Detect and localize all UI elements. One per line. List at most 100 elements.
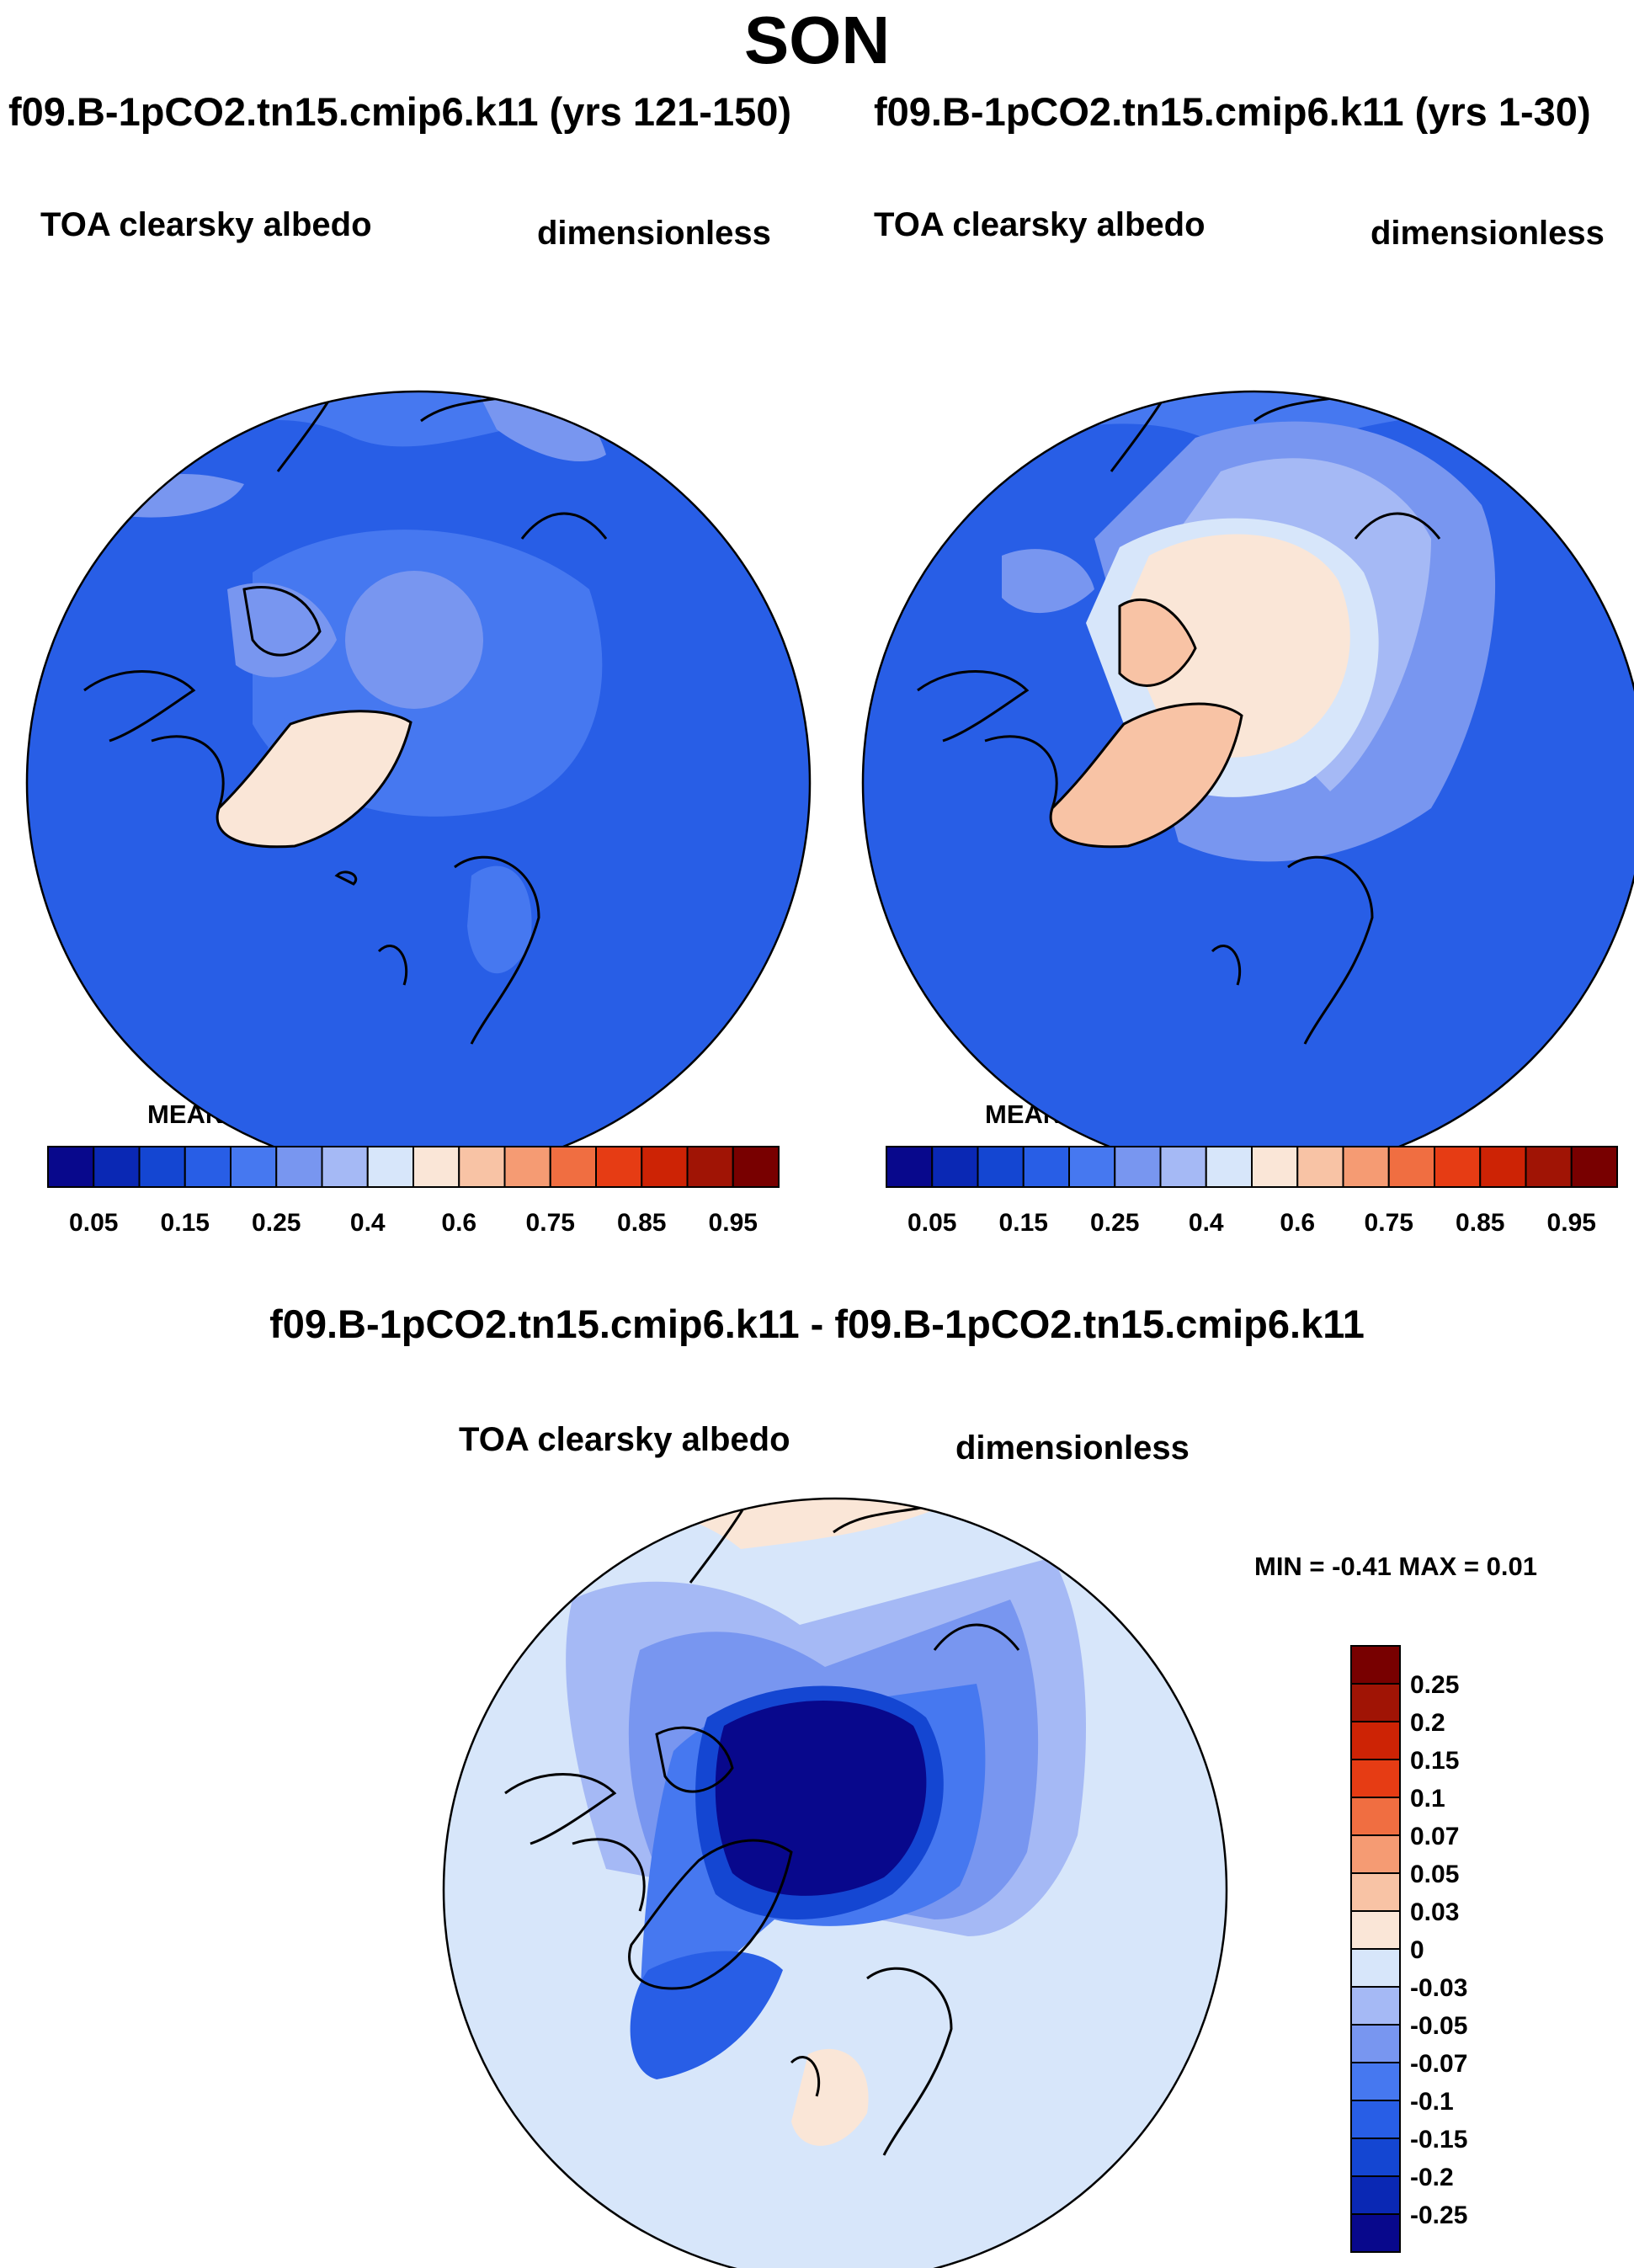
- colorbar-swatch: [1570, 1146, 1618, 1188]
- colorbar-tick-label: 0.2: [1410, 1709, 1445, 1737]
- colorbar-swatch: [1350, 2213, 1401, 2253]
- colorbar-swatch: [1342, 1146, 1390, 1188]
- colorbar-swatch: [1350, 1645, 1401, 1685]
- left-northern-land-band: [67, 391, 758, 471]
- colorbar-swatch: [1350, 2138, 1401, 2177]
- colorbar-swatch: [977, 1146, 1025, 1188]
- colorbar-swatch: [1296, 1146, 1344, 1188]
- right-coastlines: [917, 391, 1441, 1045]
- colorbar-swatch: [1068, 1146, 1116, 1188]
- left-units-label: dimensionless: [537, 215, 771, 252]
- colorbar-swatch: [458, 1146, 506, 1188]
- colorbar-tick-label: -0.07: [1410, 2050, 1467, 2078]
- colorbar-swatch: [1350, 2100, 1401, 2139]
- colorbar-swatch: [886, 1146, 934, 1188]
- colorbar-tick-label: -0.15: [1410, 2126, 1467, 2154]
- colorbar-tick-label: 0.85: [1456, 1209, 1504, 1237]
- colorbar-tick-label: 0.95: [1547, 1209, 1596, 1237]
- colorbar-swatch: [138, 1146, 186, 1188]
- colorbar-swatch: [321, 1146, 369, 1188]
- left-colorbar: 0.05 0.15 0.25 0.4 0.6 0.75 0.85 0.95: [47, 1146, 780, 1237]
- difference-ice-loss: [715, 1701, 927, 1896]
- colorbar-tick-label: 0.4: [1189, 1209, 1224, 1237]
- colorbar-swatch: [1350, 1948, 1401, 1988]
- difference-minmax-label: MIN = -0.41 MAX = 0.01: [1254, 1552, 1537, 1581]
- colorbar-tick-label: 0.25: [1410, 1671, 1459, 1699]
- right-colorbar: 0.05 0.15 0.25 0.4 0.6 0.75 0.85 0.95: [886, 1146, 1618, 1237]
- colorbar-swatch: [93, 1146, 141, 1188]
- colorbar-tick-label: 0.05: [907, 1209, 956, 1237]
- colorbar-tick-label: -0.03: [1410, 1974, 1467, 2002]
- left-archipelago: [227, 583, 337, 678]
- difference-title: f09.B-1pCO2.tn15.cmip6.k11 - f09.B-1pCO2…: [269, 1302, 1365, 1346]
- colorbar-swatch: [1387, 1146, 1435, 1188]
- colorbar-tick-label: -0.2: [1410, 2164, 1454, 2191]
- colorbar-swatch: [412, 1146, 460, 1188]
- left-scandinavia: [467, 865, 532, 974]
- colorbar-swatch: [1350, 1759, 1401, 1798]
- colorbar-tick-label: 0.05: [1410, 1861, 1459, 1888]
- colorbar-swatch: [1350, 1797, 1401, 1836]
- right-polar-map: [861, 390, 1634, 1176]
- colorbar-swatch: [1350, 2062, 1401, 2101]
- colorbar-swatch: [732, 1146, 780, 1188]
- colorbar-tick-label: 0.85: [617, 1209, 666, 1237]
- colorbar-tick-label: 0.07: [1410, 1823, 1459, 1850]
- colorbar-swatch: [230, 1146, 278, 1188]
- colorbar-tick-label: 0.75: [526, 1209, 575, 1237]
- difference-colorbar: 0.25 0.2 0.15 0.1 0.07 0.05 0.03 0 -0.03 -0.05 -0.…: [1350, 1645, 1467, 2253]
- colorbar-tick-label: 0.15: [999, 1209, 1048, 1237]
- left-case-title: f09.B-1pCO2.tn15.cmip6.k11 (yrs 121-150): [8, 89, 792, 134]
- difference-units-label: dimensionless: [955, 1429, 1190, 1467]
- colorbar-tick-label: 0.03: [1410, 1898, 1459, 1926]
- colorbar-swatch: [184, 1146, 232, 1188]
- colorbar-tick-label: 0.25: [1090, 1209, 1139, 1237]
- difference-positive-patch: [791, 2048, 869, 2146]
- colorbar-tick-label: -0.1: [1410, 2088, 1454, 2116]
- colorbar-swatch: [549, 1146, 597, 1188]
- difference-coastlines: [504, 1499, 1020, 2156]
- colorbar-swatch: [1350, 2024, 1401, 2063]
- colorbar-swatch: [641, 1146, 689, 1188]
- colorbar-tick-label: 0.25: [252, 1209, 301, 1237]
- colorbar-tick-label: 0.15: [161, 1209, 210, 1237]
- right-case-title: f09.B-1pCO2.tn15.cmip6.k11 (yrs 1-30): [874, 89, 1591, 134]
- left-pole-cap: [345, 571, 483, 709]
- colorbar-swatch: [503, 1146, 551, 1188]
- colorbar-tick-label: 0.15: [1410, 1747, 1459, 1775]
- colorbar-tick-label: 0.4: [350, 1209, 386, 1237]
- left-polar-map: [25, 390, 812, 1176]
- colorbar-swatch: [1350, 2175, 1401, 2215]
- colorbar-swatch: [275, 1146, 323, 1188]
- colorbar-swatch: [1350, 1872, 1401, 1912]
- colorbar-tick-label: 0: [1410, 1936, 1424, 1964]
- left-coastlines: [83, 391, 608, 1045]
- difference-variable-label: TOA clearsky albedo: [459, 1421, 790, 1458]
- colorbar-swatch: [47, 1146, 95, 1188]
- colorbar-tick-label: 0.6: [441, 1209, 476, 1237]
- colorbar-swatch: [1350, 1721, 1401, 1760]
- figure-title: SON: [743, 3, 891, 77]
- difference-map-border: [442, 1497, 1228, 2268]
- colorbar-swatch: [595, 1146, 643, 1188]
- colorbar-swatch: [1479, 1146, 1527, 1188]
- colorbar-swatch: [1350, 1986, 1401, 2026]
- right-variable-label: TOA clearsky albedo: [874, 206, 1206, 243]
- colorbar-swatch: [1434, 1146, 1482, 1188]
- right-greenland-ice: [1051, 704, 1242, 847]
- colorbar-swatch: [686, 1146, 734, 1188]
- colorbar-tick-label: -0.25: [1410, 2201, 1467, 2229]
- colorbar-tick-label: 0.05: [69, 1209, 118, 1237]
- colorbar-swatch: [1251, 1146, 1299, 1188]
- colorbar-swatch: [1159, 1146, 1207, 1188]
- right-archipelago: [1120, 599, 1195, 686]
- colorbar-tick-label: 0.75: [1365, 1209, 1413, 1237]
- right-canada-patch: [1002, 549, 1094, 614]
- difference-greenland-margin: [630, 1951, 783, 2079]
- colorbar-swatch: [1022, 1146, 1070, 1188]
- colorbar-swatch: [1350, 1910, 1401, 1950]
- right-northern-land-band: [901, 391, 1599, 471]
- colorbar-swatch: [1350, 1683, 1401, 1722]
- colorbar-tick-label: 0.6: [1280, 1209, 1315, 1237]
